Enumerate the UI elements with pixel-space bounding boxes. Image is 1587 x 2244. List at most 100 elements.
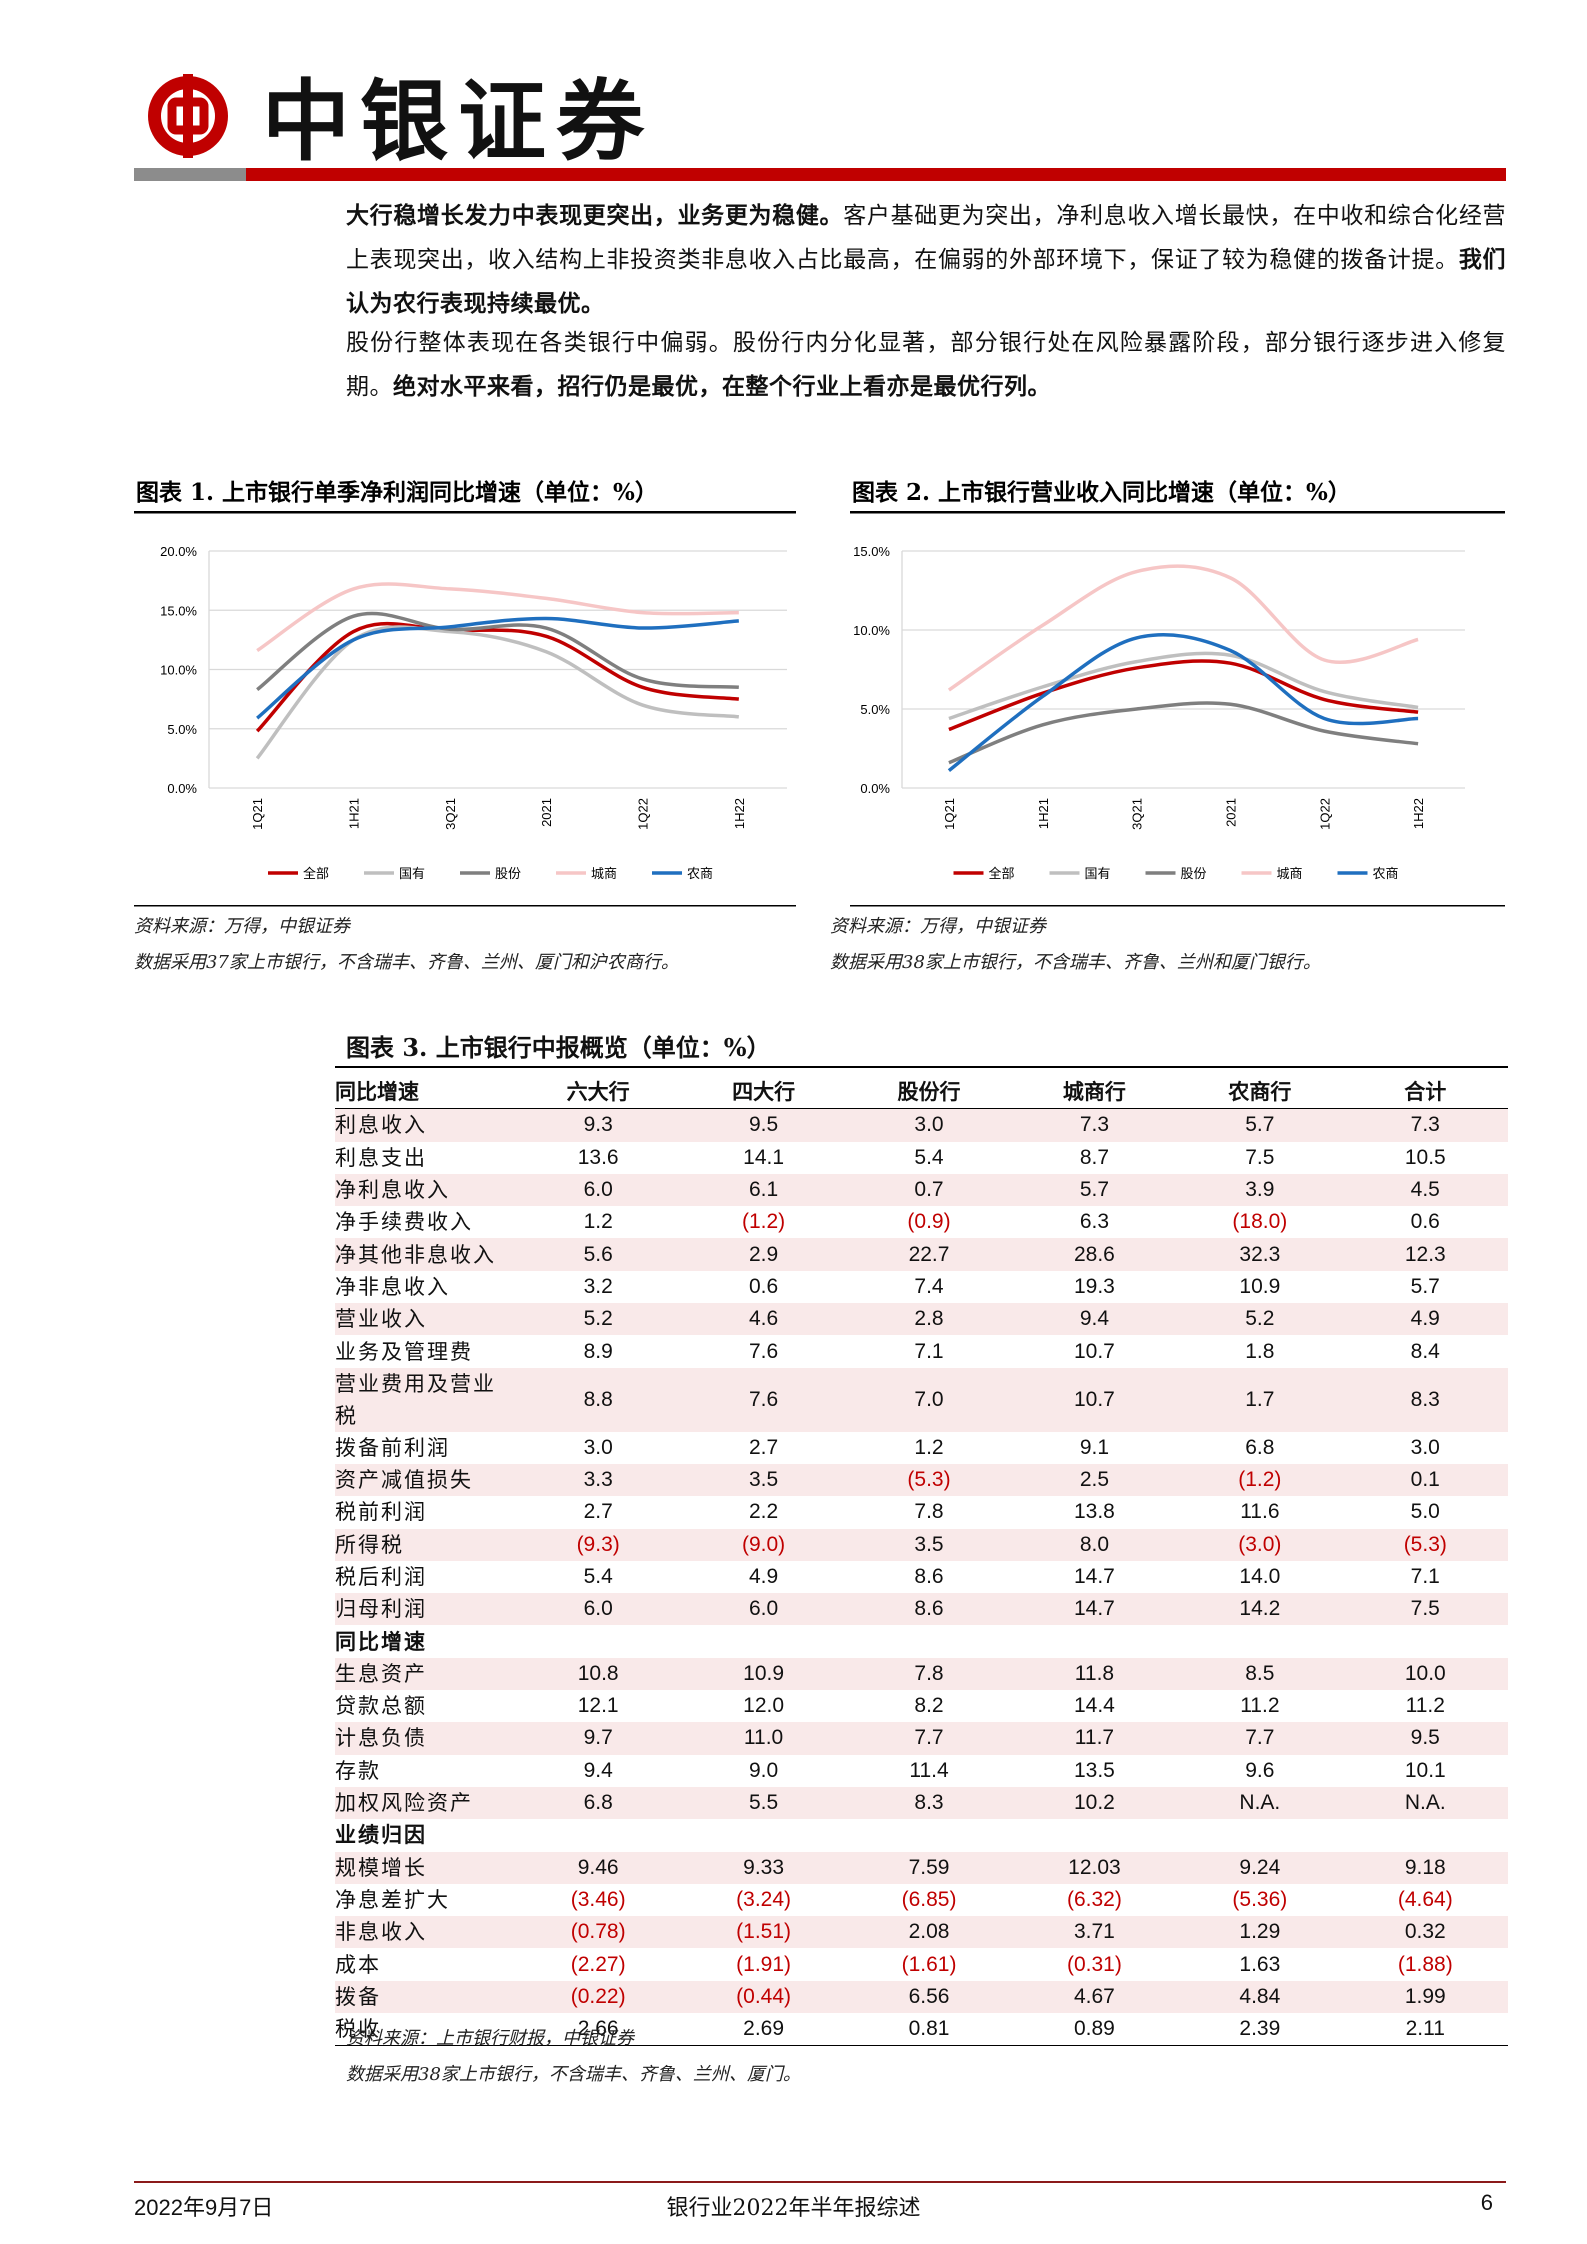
table-row: 贷款总额 12.1 12.0 8.2 14.4 11.2 11.2 <box>335 1690 1508 1722</box>
table-cell: 5.4 <box>914 1145 944 1169</box>
line-series <box>947 564 1419 692</box>
table-cell: (3.24) <box>736 1887 792 1911</box>
row-label: 同比增速 <box>335 1628 427 1654</box>
table-cell: 11.6 <box>1240 1500 1280 1524</box>
legend-label: 城商 <box>591 867 617 882</box>
table-cell: 2.7 <box>583 1500 613 1524</box>
table-cell: (3.46) <box>570 1887 626 1911</box>
table-cell: 2.08 <box>908 1920 950 1944</box>
table-row: 资产减值损失 3.3 3.5 (5.3) 2.5 (1.2) 0.1 <box>335 1463 1508 1497</box>
row-label: 生息资产 <box>335 1661 427 1686</box>
table-cell: (6.32) <box>1067 1887 1122 1911</box>
table-cell: 9.18 <box>1404 1855 1446 1879</box>
table-cell: 6.8 <box>1245 1435 1275 1459</box>
table-cell: 8.9 <box>583 1339 613 1363</box>
table-cell: 1.29 <box>1239 1920 1281 1944</box>
column-header: 同比增速 <box>335 1076 516 1110</box>
table-row: 营业收入 5.2 4.6 2.8 9.4 5.2 4.9 <box>335 1303 1508 1336</box>
table-row: 税后利润 5.4 4.9 8.6 14.7 14.0 7.1 <box>335 1561 1508 1593</box>
table-cell: 8.6 <box>914 1597 944 1621</box>
table-cell: 14.7 <box>1073 1565 1115 1588</box>
row-label: 税前利润 <box>335 1500 427 1525</box>
table-cell: 12.1 <box>577 1694 619 1718</box>
table-row: 净其他非息收入 5.6 2.9 22.7 28.6 32.3 12.3 <box>335 1238 1508 1271</box>
row-label: 利息收入 <box>335 1113 427 1138</box>
table-cell: (0.9) <box>907 1210 951 1234</box>
panel-bottom <box>134 905 796 907</box>
table-cell: (1.2) <box>741 1210 786 1234</box>
table-cell: 1.99 <box>1404 1984 1446 2008</box>
table-cell: 9.0 <box>748 1758 779 1782</box>
table-cell: 10.2 <box>1073 1791 1115 1815</box>
chart-source: 资料来源：万得，中银证券 <box>830 916 1046 937</box>
header-bar-gray <box>134 168 246 181</box>
table-cell: 1.8 <box>1245 1339 1275 1363</box>
y-tick-label: 0.0% <box>860 781 890 796</box>
table-cell: N.A. <box>1239 1791 1281 1815</box>
line-series <box>947 632 1419 772</box>
title-rule <box>850 511 1505 514</box>
table-cell: 11.0 <box>743 1726 784 1750</box>
table-cell: 14.1 <box>743 1145 785 1169</box>
table-cell: (0.44) <box>736 1984 792 2008</box>
x-tick-label: 1Q21 <box>942 798 957 830</box>
y-tick-label: 5.0% <box>167 722 197 737</box>
table-cell: 1.2 <box>914 1435 944 1459</box>
table-cell: 10.5 <box>1404 1145 1446 1169</box>
column-header: 股份行 <box>846 1076 1012 1110</box>
y-tick-label: 10.0% <box>853 623 890 638</box>
table-cell: 4.9 <box>1410 1307 1440 1331</box>
row-label: 营业收入 <box>335 1307 427 1332</box>
table-cell: 2.7 <box>748 1435 779 1459</box>
logo-text: 中银证券 <box>262 69 654 173</box>
table-cell: 14.0 <box>1239 1565 1281 1588</box>
table-cell: 14.2 <box>1239 1597 1281 1621</box>
table-cell: 0.6 <box>748 1274 779 1298</box>
table-row: 业绩归因 <box>335 1819 1508 1851</box>
table-cell: (5.3) <box>1403 1532 1447 1556</box>
legend-label: 农商 <box>687 867 713 882</box>
table-cell: N.A. <box>1404 1791 1446 1815</box>
table-cell: (18.0) <box>1232 1210 1288 1234</box>
table-cell: 2.39 <box>1177 2013 1343 2047</box>
table-cell: 12.0 <box>743 1694 785 1718</box>
x-tick-label: 1H21 <box>347 798 362 829</box>
table-row: 拨备前利润 3.0 2.7 1.2 9.1 6.8 3.0 <box>335 1432 1508 1464</box>
table-row: 业务及管理费 8.9 7.6 7.1 10.7 1.8 8.4 <box>335 1335 1508 1367</box>
text-run: 大行稳增长发力中表现更突出，业务更为稳健。 <box>346 202 844 229</box>
table-cell: 9.46 <box>577 1855 619 1879</box>
table-note: 数据采用38家上市银行，不含瑞丰、齐鲁、兰州、厦门。 <box>346 2064 801 2085</box>
table-cell: 7.5 <box>1245 1145 1275 1169</box>
table-cell: 10.9 <box>1239 1274 1281 1298</box>
table-cell: 9.1 <box>1079 1435 1110 1459</box>
table-cell: 10.1 <box>1404 1758 1446 1782</box>
table-cell: 9.4 <box>1079 1307 1110 1331</box>
chart-note: 数据采用38家上市银行，不含瑞丰、齐鲁、兰州和厦门银行。 <box>830 952 1321 973</box>
table-row: 拨备 (0.22) (0.44) 6.56 4.67 4.84 1.99 <box>335 1980 1508 2014</box>
table-cell: 0.32 <box>1404 1920 1446 1944</box>
y-tick-label: 15.0% <box>160 603 197 618</box>
row-label: 净息差扩大 <box>335 1887 450 1912</box>
row-label: 净其他非息收入 <box>335 1242 496 1267</box>
table-row: 同比增速 <box>335 1625 1508 1657</box>
row-label: 存款 <box>335 1758 381 1783</box>
row-label: 净利息收入 <box>335 1178 450 1203</box>
table-cell: 5.4 <box>583 1565 613 1588</box>
table-cell: 5.0 <box>1410 1500 1440 1524</box>
table-cell: (3.0) <box>1238 1532 1282 1556</box>
table-row: 税前利润 2.7 2.2 7.8 13.8 11.6 5.0 <box>335 1496 1508 1528</box>
legend-label: 国有 <box>399 867 425 882</box>
legend-label: 全部 <box>989 866 1015 882</box>
table-cell: 9.6 <box>1245 1758 1275 1782</box>
table-cell: 3.5 <box>914 1532 944 1556</box>
table-cell: 1.2 <box>583 1210 613 1234</box>
table-cell: 11.4 <box>909 1758 949 1782</box>
y-tick-label: 20.0% <box>160 544 197 559</box>
chart-title: 图表 1. 上市银行单季净利润同比增速（单位：%） <box>136 479 658 506</box>
panel-bottom <box>850 905 1505 907</box>
table-row: 非息收入 (0.78) (1.51) 2.08 3.71 1.29 0.32 <box>335 1916 1508 1949</box>
table-cell: 3.2 <box>583 1274 613 1298</box>
table-row: 规模增长 9.46 9.33 7.59 12.03 9.24 9.18 <box>335 1851 1508 1884</box>
table-cell: 14.4 <box>1073 1694 1115 1718</box>
table-cell: (1.88) <box>1397 1952 1453 1976</box>
